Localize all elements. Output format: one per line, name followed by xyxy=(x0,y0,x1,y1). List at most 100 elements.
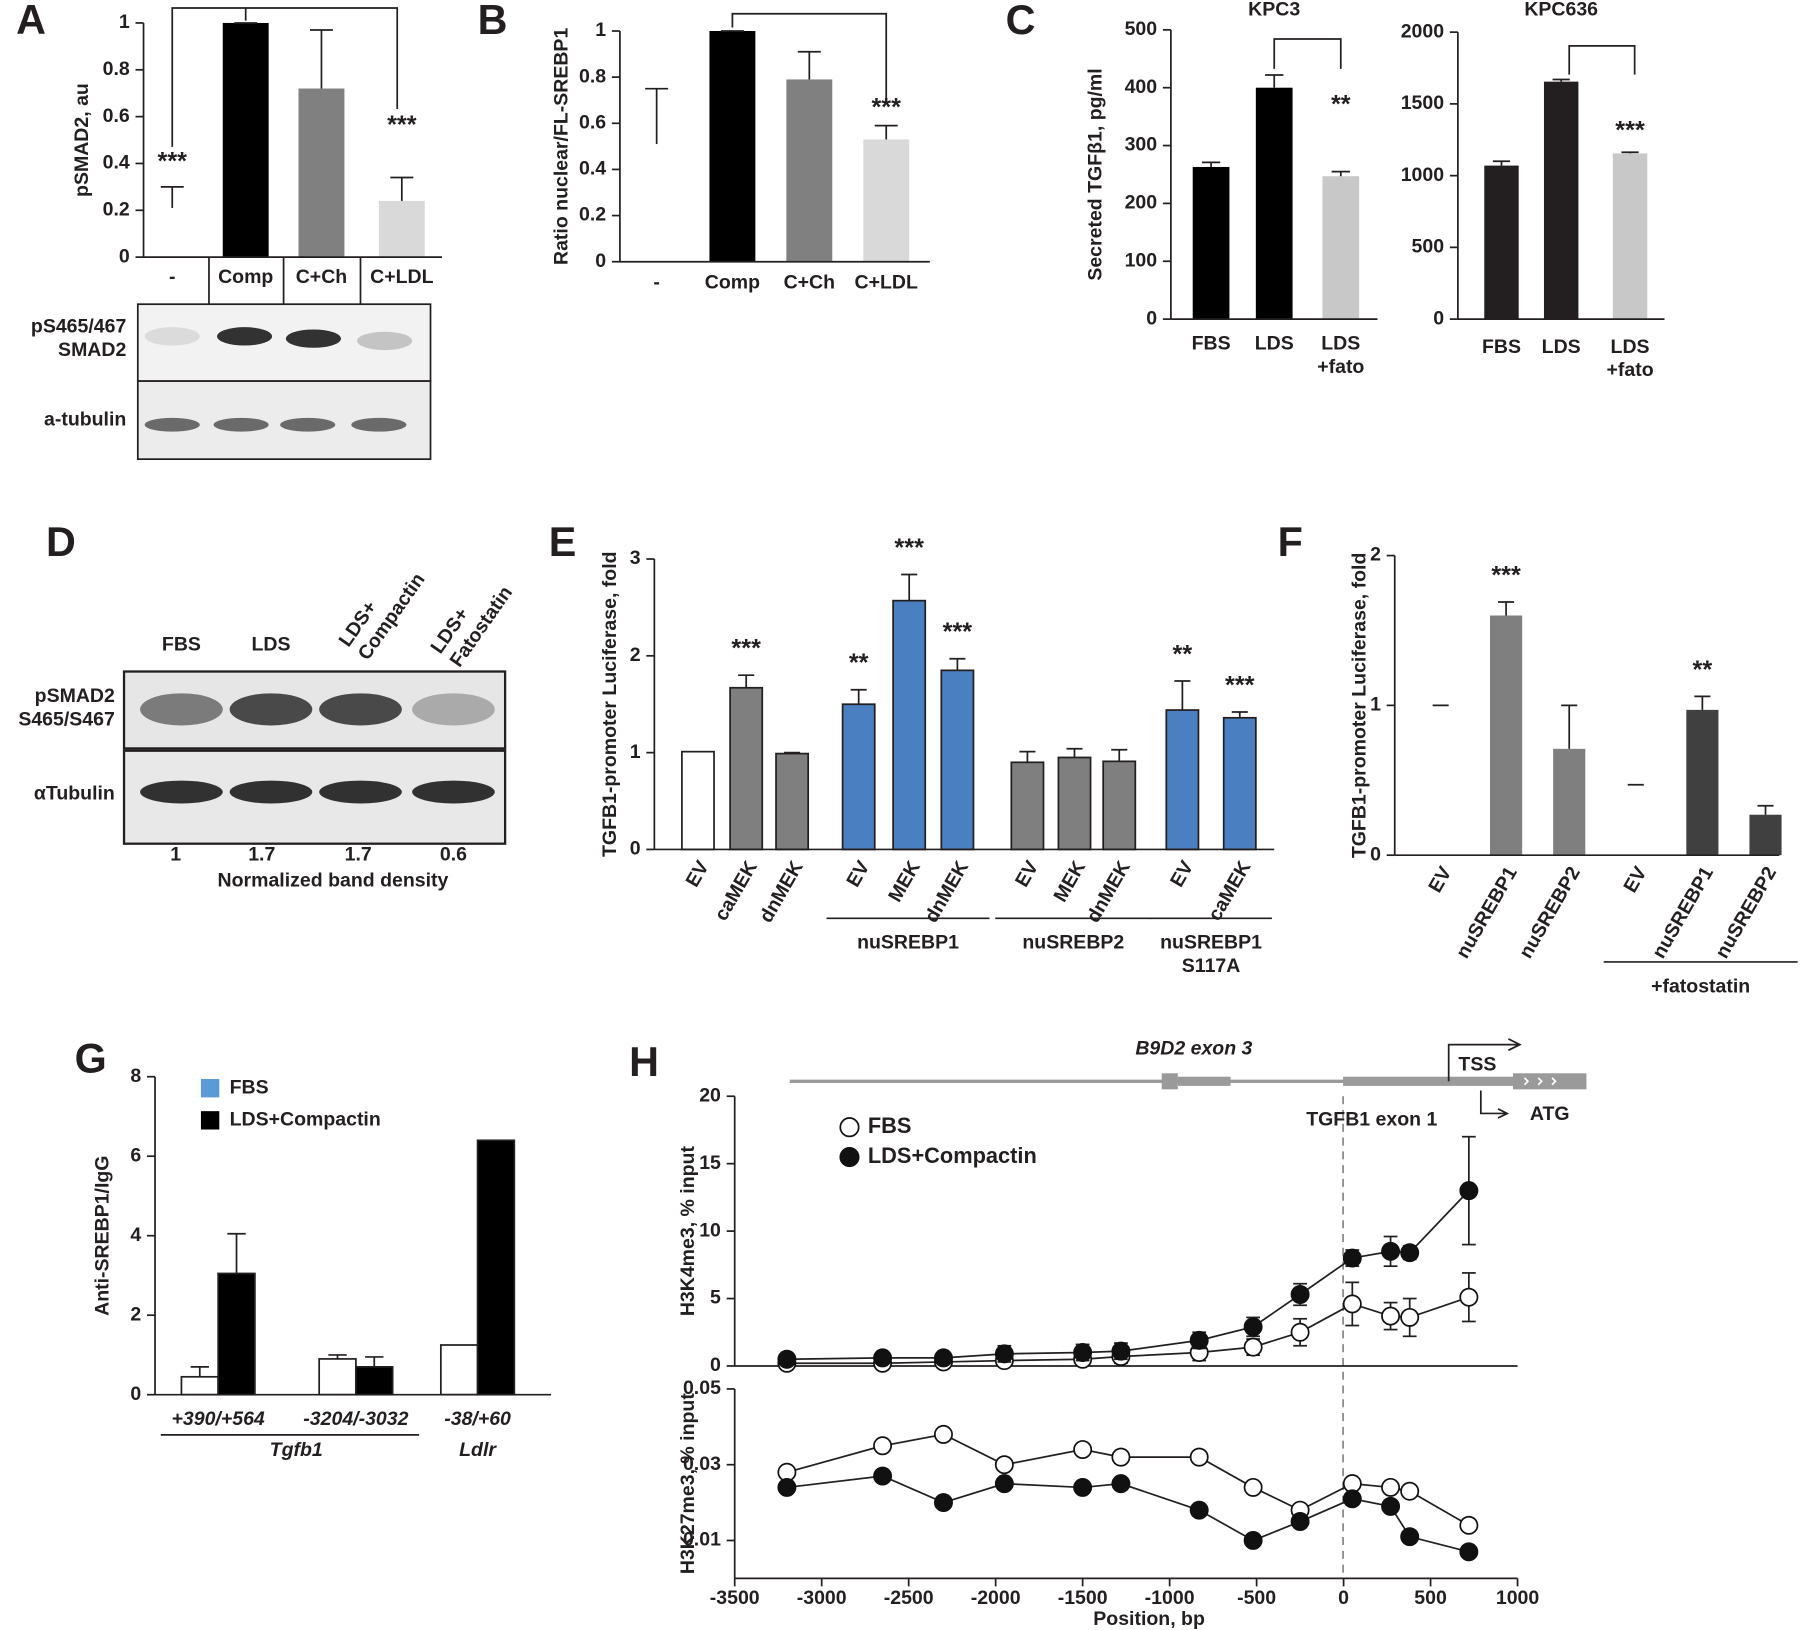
y-tick-label: 4 xyxy=(130,1224,141,1246)
y-tick-label: 1500 xyxy=(1401,92,1445,114)
blot-band xyxy=(280,417,336,432)
significance: *** xyxy=(871,94,901,122)
marker xyxy=(1111,1341,1131,1361)
marker xyxy=(1243,1337,1263,1357)
x-tick-label-rotated: EV xyxy=(842,857,874,891)
y-tick-label: 0 xyxy=(119,245,130,267)
marker xyxy=(1381,1241,1401,1261)
marker xyxy=(1073,1343,1093,1362)
panel-letter: D xyxy=(46,519,76,565)
y-tick-label: 6 xyxy=(130,1144,141,1166)
bracket xyxy=(1568,45,1636,75)
group-label: nuSREBP1 S117A xyxy=(1160,932,1262,977)
y-tick-label: 0.2 xyxy=(579,204,606,226)
x-tick-label-rotated: EV xyxy=(1166,857,1198,891)
marker xyxy=(933,1493,953,1513)
chevron xyxy=(1537,1077,1543,1086)
panel-letter: E xyxy=(549,519,577,565)
bar xyxy=(940,669,975,851)
y-tick-label: 0.8 xyxy=(579,65,606,87)
marker xyxy=(1400,1243,1420,1263)
density-value: 1 xyxy=(170,843,181,865)
bar xyxy=(217,1272,256,1396)
group-label: Tgfb1 xyxy=(270,1439,323,1461)
x-tick-label: C+Ch xyxy=(784,272,835,294)
x-tick-label-rotated: EV xyxy=(682,857,714,891)
blot-band xyxy=(213,417,269,432)
legend-label: LDS+Compactin xyxy=(868,1143,1037,1168)
bar xyxy=(476,1139,516,1396)
blot-band xyxy=(319,693,402,726)
x-tick-label: FBS xyxy=(1482,336,1521,358)
blot-row-label: αTubulin xyxy=(34,782,115,804)
marker xyxy=(1459,1542,1479,1562)
y-tick-label: 200 xyxy=(1125,192,1158,214)
x-tick-label-rotated: EV xyxy=(1011,857,1043,891)
marker xyxy=(1290,1285,1310,1304)
y-tick-label: 0.8 xyxy=(103,58,130,80)
y-tick-label: 2000 xyxy=(1401,20,1445,42)
marker xyxy=(1342,1248,1362,1268)
y-axis-label: TGFB1-promoter Luciferase, fold xyxy=(1348,553,1370,859)
bar xyxy=(775,752,810,851)
x-tick-label-rotated: nuSREBP1 xyxy=(1452,863,1522,962)
y-tick-label: 1 xyxy=(595,19,606,41)
x-tick-label: 1000 xyxy=(1496,1587,1540,1609)
marker xyxy=(1243,1530,1263,1550)
y-tick-label: 2 xyxy=(1370,544,1381,566)
significance: *** xyxy=(1491,561,1521,589)
atg-arrow xyxy=(1479,1090,1507,1115)
bracket xyxy=(731,12,888,104)
y-tick-label: 400 xyxy=(1125,76,1158,98)
chevron xyxy=(1523,1077,1530,1086)
y-tick-label: 0 xyxy=(1433,307,1444,329)
panel-letter: F xyxy=(1278,519,1303,565)
marker xyxy=(1459,1515,1479,1535)
blot-band xyxy=(144,327,200,346)
bar xyxy=(298,88,345,258)
bar xyxy=(378,200,425,258)
x-tick-label: C+LDL xyxy=(855,272,918,294)
marker xyxy=(1459,1181,1479,1201)
legend-marker xyxy=(839,1117,860,1138)
x-tick-label: +390/+564 xyxy=(172,1408,265,1430)
legend-label: LDS+Compactin xyxy=(230,1108,381,1130)
marker xyxy=(1342,1489,1362,1509)
bracket xyxy=(171,7,399,147)
x-tick-label-rotated: dnMEK xyxy=(755,857,808,926)
blot-band xyxy=(229,693,313,726)
bar xyxy=(786,79,833,262)
marker xyxy=(1111,1474,1131,1494)
x-tick-label: -500 xyxy=(1237,1587,1276,1609)
bar xyxy=(729,686,764,851)
bar xyxy=(892,599,927,851)
y-tick-label: 1 xyxy=(1370,694,1381,716)
x-tick-label: -3204/-3032 xyxy=(303,1408,408,1430)
y-tick-label: 0.4 xyxy=(579,158,606,180)
y-tick-label: 0 xyxy=(1370,843,1381,865)
chevron xyxy=(1551,1077,1557,1086)
bar xyxy=(149,207,196,258)
legend-marker xyxy=(839,1147,860,1168)
y-tick-label: 0.01 xyxy=(683,1529,721,1551)
y-tick-label: 2 xyxy=(630,644,641,666)
significance: *** xyxy=(387,111,417,139)
y-tick-label: 0.05 xyxy=(683,1377,721,1399)
significance: ** xyxy=(849,649,869,677)
marker xyxy=(1381,1306,1401,1326)
bar xyxy=(1619,784,1652,856)
marker xyxy=(1381,1477,1401,1497)
chart-title: KPC3 xyxy=(1248,0,1300,20)
bar xyxy=(1749,814,1782,856)
bracket xyxy=(1273,38,1342,69)
marker xyxy=(1111,1447,1131,1467)
bar xyxy=(709,30,756,262)
x-tick-label: LDS +fato xyxy=(1606,336,1653,381)
marker xyxy=(994,1455,1014,1475)
marker xyxy=(1189,1447,1209,1467)
panel-letter: C xyxy=(1006,0,1036,43)
y-tick-label: 1 xyxy=(119,11,130,33)
y-tick-label: 5 xyxy=(710,1287,721,1309)
x-axis-label: Position, bp xyxy=(1093,1608,1205,1630)
series-line xyxy=(786,1190,1470,1361)
